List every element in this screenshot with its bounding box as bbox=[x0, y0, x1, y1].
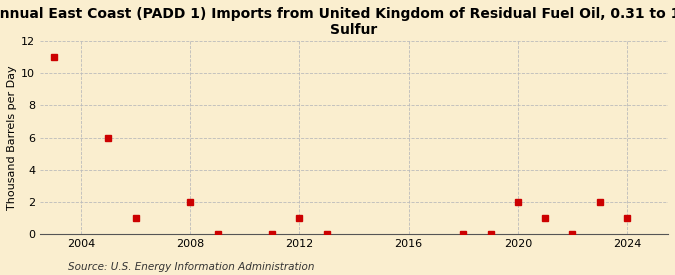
Title: Annual East Coast (PADD 1) Imports from United Kingdom of Residual Fuel Oil, 0.3: Annual East Coast (PADD 1) Imports from … bbox=[0, 7, 675, 37]
Y-axis label: Thousand Barrels per Day: Thousand Barrels per Day bbox=[7, 65, 17, 210]
Text: Source: U.S. Energy Information Administration: Source: U.S. Energy Information Administ… bbox=[68, 262, 314, 272]
